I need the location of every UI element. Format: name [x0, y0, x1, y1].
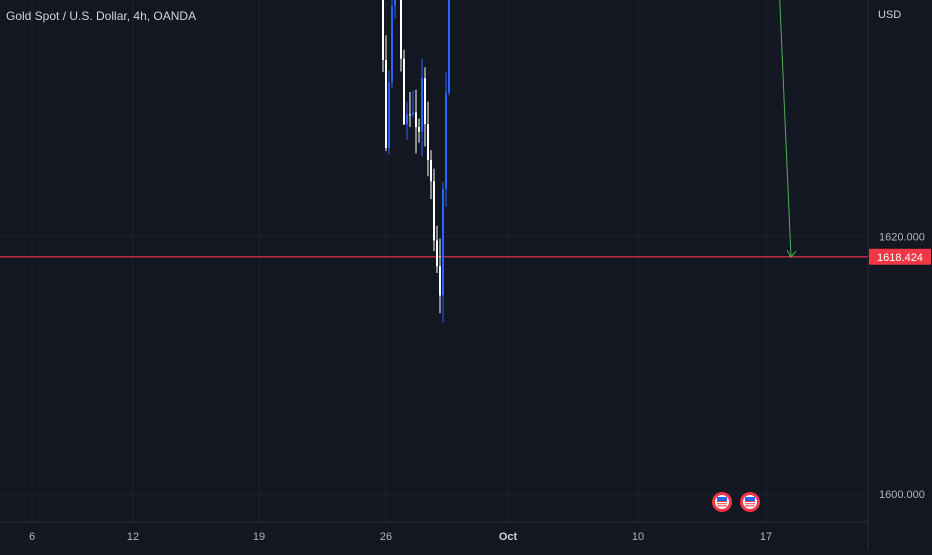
x-tick-label: 12 — [127, 531, 139, 543]
candle-body — [442, 188, 444, 296]
candle-body — [421, 78, 423, 132]
candle-body — [424, 78, 426, 125]
candle-body — [448, 0, 450, 93]
x-tick-label: 6 — [29, 531, 35, 543]
us-flag-icon[interactable] — [712, 492, 732, 512]
price-label-1618: 1618.424 — [877, 252, 923, 264]
candle-body — [385, 59, 387, 149]
flag-stripe — [745, 501, 755, 502]
candle-body — [430, 159, 432, 182]
candle-body — [427, 124, 429, 160]
candle-body — [403, 58, 405, 125]
candle-body — [412, 112, 414, 115]
flag-stripe — [717, 503, 727, 505]
horizontal-levels[interactable] — [0, 0, 868, 258]
x-tick-label: 17 — [760, 531, 772, 543]
candle-body — [409, 114, 411, 116]
y-tick-label: 1620.000 — [879, 232, 925, 244]
drawings[interactable] — [60, 0, 868, 258]
candle-body — [418, 127, 420, 132]
candle-body — [400, 0, 402, 59]
candle-body — [433, 181, 435, 241]
flag-stripe — [745, 505, 755, 507]
candle-body — [391, 6, 393, 83]
candle-body — [382, 0, 384, 60]
flag-canton — [717, 497, 727, 501]
x-tick-label: 26 — [380, 531, 392, 543]
flag-canton — [745, 497, 755, 501]
us-flag-icon[interactable] — [740, 492, 760, 512]
projection-arrow-head — [786, 249, 797, 258]
chart-title: Gold Spot / U.S. Dollar, 4h, OANDA — [6, 9, 197, 23]
candles — [382, 0, 450, 323]
flag-stripe — [745, 503, 755, 505]
candle-body — [406, 114, 408, 125]
currency-label: USD — [878, 9, 902, 21]
candle-body — [445, 92, 447, 189]
candle-body — [436, 240, 438, 267]
candle-body — [415, 112, 417, 128]
events[interactable] — [712, 492, 760, 512]
y-tick-label: 1600.000 — [879, 489, 925, 501]
price-label-1618-bg — [869, 248, 931, 265]
candle-body — [439, 266, 441, 296]
x-tick-label: Oct — [499, 531, 518, 543]
candle-body — [394, 0, 396, 7]
flag-stripe — [717, 501, 727, 502]
x-tick-label: 19 — [253, 531, 265, 543]
candle-body — [388, 82, 390, 149]
flag-stripe — [717, 505, 727, 507]
x-tick-label: 10 — [632, 531, 644, 543]
